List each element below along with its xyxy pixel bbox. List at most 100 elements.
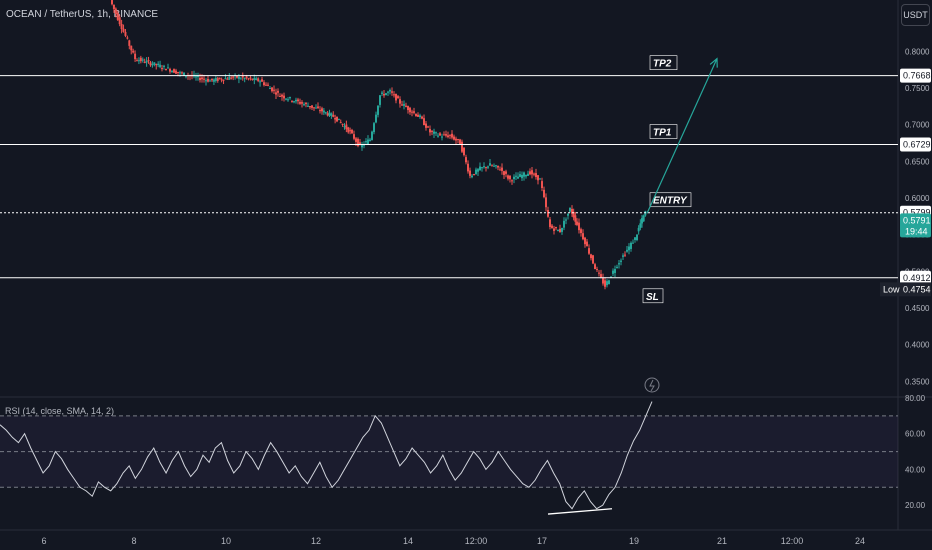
rsi-panel: 80.00 60.00 40.00 20.00 bbox=[0, 394, 926, 515]
candle-body bbox=[477, 169, 479, 172]
candle-body bbox=[590, 254, 592, 259]
level-axis-value: 0.5799 bbox=[903, 208, 931, 218]
candle-body bbox=[385, 93, 387, 95]
candle-body bbox=[255, 78, 258, 81]
currency-button[interactable]: USDT bbox=[901, 4, 930, 26]
candle-body bbox=[569, 207, 571, 212]
candle-body bbox=[461, 141, 463, 152]
low-value: 0.4754 bbox=[903, 284, 931, 294]
candle-body bbox=[132, 50, 135, 53]
candle-body bbox=[469, 170, 471, 176]
candle-body bbox=[261, 79, 263, 82]
candle-body bbox=[241, 75, 244, 78]
candle-body bbox=[365, 141, 367, 143]
candle-body bbox=[393, 94, 395, 96]
candle-body bbox=[317, 106, 319, 108]
candle-body bbox=[341, 123, 344, 125]
candle-body bbox=[572, 212, 575, 218]
price-tick-label: 0.6000 bbox=[905, 194, 930, 203]
level-tag-box bbox=[642, 288, 664, 304]
candle-body bbox=[305, 102, 307, 105]
candle-body bbox=[136, 60, 138, 62]
candle-body bbox=[531, 170, 533, 175]
candle-body bbox=[574, 215, 577, 222]
current-price-box bbox=[900, 213, 931, 238]
time-tick-label: 8 bbox=[131, 536, 136, 546]
candle-body bbox=[391, 91, 393, 93]
candle-body bbox=[309, 106, 311, 108]
candle-body bbox=[236, 75, 238, 78]
candle-body bbox=[339, 122, 342, 124]
candle-body bbox=[622, 255, 624, 257]
level-tag-entry: ENTRY bbox=[653, 196, 688, 207]
time-tick-label: 14 bbox=[403, 536, 413, 546]
candle-body bbox=[361, 144, 363, 148]
candle-body bbox=[295, 99, 297, 102]
candle-body bbox=[527, 173, 529, 176]
candle-body bbox=[177, 71, 179, 73]
candle-body bbox=[165, 68, 167, 71]
candle-body bbox=[553, 228, 555, 231]
trade-overlay: TP2 0.7668 TP1 0.6729 ENTRY 0.5799 SL 0.4912 0.5… bbox=[0, 55, 931, 393]
candle-body bbox=[173, 69, 175, 73]
candle-body bbox=[112, 4, 115, 9]
candle-body bbox=[427, 126, 429, 128]
rsi-line bbox=[0, 401, 653, 510]
candle-body bbox=[485, 167, 487, 169]
candle-body bbox=[389, 90, 391, 92]
candle-body bbox=[328, 112, 331, 116]
candle-body bbox=[411, 111, 413, 113]
candle-body bbox=[618, 263, 620, 265]
candle-body bbox=[201, 77, 203, 80]
candle-body bbox=[399, 99, 401, 104]
candle-body bbox=[578, 222, 580, 231]
candle-body bbox=[413, 111, 415, 113]
candle-body bbox=[421, 116, 423, 119]
level-tag-sl: SL bbox=[646, 292, 659, 303]
projection-arrow bbox=[646, 58, 718, 214]
candle-body bbox=[433, 131, 435, 134]
candle-body bbox=[509, 175, 511, 180]
rsi-title: RSI (14, close, SMA, 14, 2) bbox=[5, 406, 115, 416]
candle-body bbox=[624, 254, 626, 256]
candle-body bbox=[211, 78, 213, 81]
candle-body bbox=[128, 40, 131, 46]
price-tick-label: 0.7000 bbox=[905, 121, 930, 130]
candle-body bbox=[285, 98, 287, 100]
candle-body bbox=[375, 114, 377, 123]
candle-body bbox=[171, 71, 173, 73]
candle-body bbox=[167, 67, 169, 69]
candle-body bbox=[175, 70, 177, 74]
candle-body bbox=[515, 175, 517, 177]
candle-body bbox=[612, 270, 614, 274]
candle-body bbox=[437, 135, 439, 137]
candle-body bbox=[401, 104, 403, 106]
candle-body bbox=[580, 229, 582, 234]
candle-body bbox=[249, 77, 252, 79]
candle-body bbox=[228, 76, 231, 80]
candle-body bbox=[547, 210, 549, 217]
candle-body bbox=[604, 280, 606, 287]
time-tick-label: 10 bbox=[221, 536, 231, 546]
candle-body bbox=[471, 175, 473, 178]
candle-body bbox=[321, 108, 323, 112]
candle-body bbox=[363, 144, 365, 146]
candle-body bbox=[195, 76, 197, 78]
candle-body bbox=[259, 81, 262, 83]
candle-body bbox=[237, 76, 240, 79]
candle-body bbox=[541, 181, 543, 189]
candle-body bbox=[359, 142, 361, 145]
candle-body bbox=[511, 180, 513, 182]
candle-body bbox=[289, 97, 291, 99]
candle-body bbox=[407, 106, 409, 111]
candle-body bbox=[130, 45, 133, 51]
candle-body bbox=[501, 167, 503, 171]
candle-body bbox=[598, 272, 600, 274]
candle-body bbox=[214, 78, 217, 81]
candle-body bbox=[281, 94, 283, 97]
rsi-divergence-line bbox=[547, 508, 613, 515]
candle-body bbox=[263, 82, 265, 86]
candle-body bbox=[397, 96, 399, 99]
candle-body bbox=[181, 72, 183, 74]
